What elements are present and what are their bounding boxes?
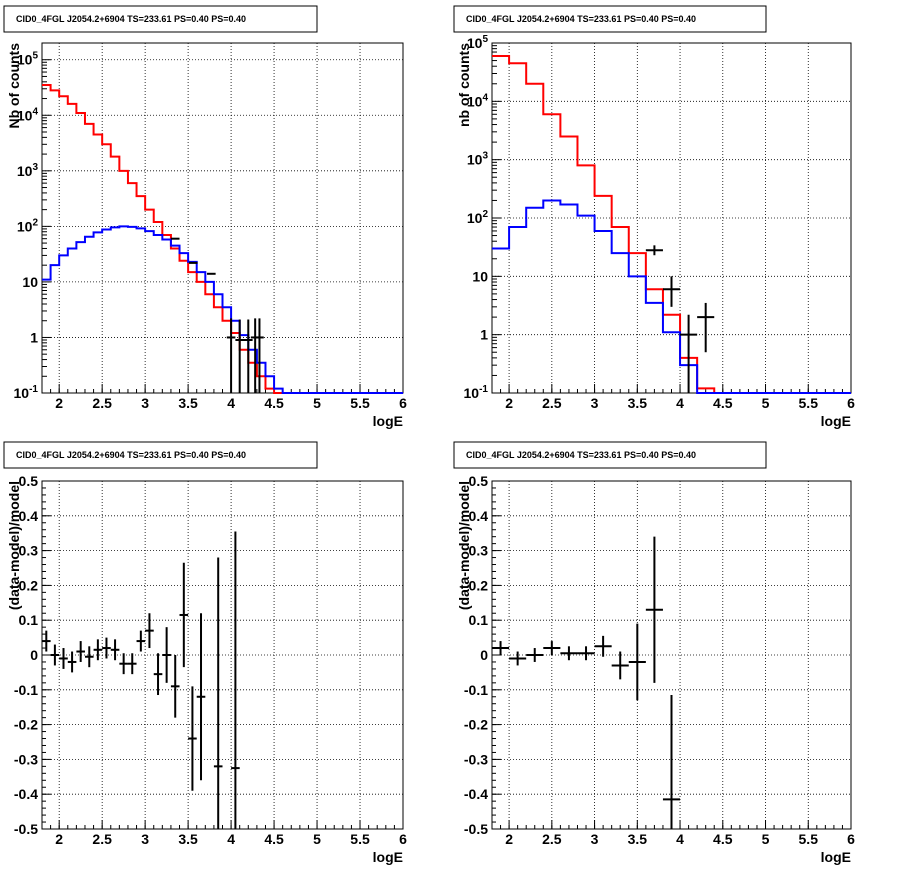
counts-panel-left: CID0_4FGL J2054.2+6904 TS=233.61 PS=0.40… <box>3 5 407 429</box>
x-tick-label: 2 <box>55 831 63 847</box>
x-tick-label: 2.5 <box>92 395 112 411</box>
y-tick-label: -0.2 <box>464 717 488 733</box>
title-box <box>453 441 767 469</box>
x-tick-label: 6 <box>847 395 855 411</box>
x-tick-label: 4 <box>676 831 684 847</box>
y-tick-label: -0.2 <box>14 717 38 733</box>
y-tick-label: 0.3 <box>19 543 39 559</box>
y-tick-label: -0.3 <box>464 751 488 767</box>
plot-frame <box>41 42 404 394</box>
y-tick-label: 0.4 <box>469 508 489 524</box>
total-model-histogram <box>42 84 403 394</box>
y-tick-label: -0.5 <box>14 821 38 837</box>
y-tick-label: -0.1 <box>464 682 488 698</box>
x-tick-label: 4 <box>227 831 235 847</box>
title-box <box>3 5 318 33</box>
chart-title: CID0_4FGL J2054.2+6904 TS=233.61 PS=0.40… <box>466 14 696 24</box>
y-axis-label: Nb of counts <box>6 43 22 129</box>
x-tick-label: 3.5 <box>628 395 648 411</box>
x-tick-label: 3 <box>591 395 599 411</box>
y-tick-label: 0 <box>30 647 38 663</box>
y-tick-label: 1 <box>480 327 488 343</box>
x-tick-label: 5 <box>313 831 321 847</box>
y-tick-label: 104 <box>467 92 489 109</box>
chart-title: CID0_4FGL J2054.2+6904 TS=233.61 PS=0.40… <box>16 14 246 24</box>
residual-panel-left: CID0_4FGL J2054.2+6904 TS=233.61 PS=0.40… <box>3 441 407 865</box>
x-tick-label: 2 <box>55 395 63 411</box>
y-tick-label: 10 <box>22 274 38 290</box>
title-box <box>453 5 767 33</box>
y-tick-label: 0 <box>480 647 488 663</box>
x-tick-label: 4 <box>227 395 235 411</box>
residual-panel-right: CID0_4FGL J2054.2+6904 TS=233.61 PS=0.40… <box>453 441 855 865</box>
chart-title: CID0_4FGL J2054.2+6904 TS=233.61 PS=0.40… <box>16 450 246 460</box>
x-tick-label: 3.5 <box>178 395 198 411</box>
x-tick-label: 2.5 <box>542 831 562 847</box>
x-tick-label: 3 <box>141 395 149 411</box>
x-tick-label: 5.5 <box>350 395 370 411</box>
y-tick-label: 10-1 <box>14 384 39 401</box>
y-axis-label: (data-model)/model <box>456 481 472 610</box>
total-model-histogram <box>492 54 851 394</box>
x-axis-label: logE <box>821 413 851 429</box>
y-tick-label: 104 <box>17 106 39 123</box>
x-tick-label: 4.5 <box>264 395 284 411</box>
x-tick-label: 3 <box>591 831 599 847</box>
y-tick-label: -0.4 <box>14 786 38 802</box>
x-tick-label: 6 <box>847 831 855 847</box>
source-model-histogram <box>42 225 403 394</box>
y-tick-label: 0.2 <box>469 577 489 593</box>
x-tick-label: 3 <box>141 831 149 847</box>
y-tick-label: 103 <box>467 151 489 168</box>
x-tick-label: 2 <box>505 395 513 411</box>
y-tick-label: 0.5 <box>469 473 489 489</box>
y-tick-label: 102 <box>467 209 489 226</box>
plot-frame <box>491 42 852 394</box>
x-tick-label: 4 <box>676 395 684 411</box>
x-tick-label: 3.5 <box>628 831 648 847</box>
source-model-histogram <box>492 199 851 394</box>
x-tick-label: 5.5 <box>350 831 370 847</box>
x-tick-label: 4.5 <box>264 831 284 847</box>
y-tick-label: 0.1 <box>19 612 39 628</box>
y-tick-label: 0.3 <box>469 543 489 559</box>
y-tick-label: 105 <box>17 51 39 68</box>
x-axis-label: logE <box>373 413 403 429</box>
x-tick-label: 2 <box>505 831 513 847</box>
chart-title: CID0_4FGL J2054.2+6904 TS=233.61 PS=0.40… <box>466 450 696 460</box>
x-tick-label: 6 <box>399 395 407 411</box>
y-tick-label: 0.2 <box>19 577 39 593</box>
y-tick-label: 103 <box>17 162 39 179</box>
y-tick-label: 10-1 <box>464 384 489 401</box>
y-tick-label: 0.4 <box>19 508 39 524</box>
y-tick-label: -0.5 <box>464 821 488 837</box>
x-tick-label: 2.5 <box>542 395 562 411</box>
y-tick-label: 0.1 <box>469 612 489 628</box>
title-box <box>3 441 318 469</box>
x-axis-label: logE <box>821 849 851 865</box>
y-tick-label: -0.4 <box>464 786 488 802</box>
y-tick-label: 0.5 <box>19 473 39 489</box>
x-tick-label: 5 <box>762 831 770 847</box>
y-tick-label: -0.3 <box>14 751 38 767</box>
y-tick-label: 1 <box>30 329 38 345</box>
x-tick-label: 5 <box>313 395 321 411</box>
x-tick-label: 5.5 <box>799 831 819 847</box>
x-tick-label: 6 <box>399 831 407 847</box>
y-tick-label: 10 <box>472 268 488 284</box>
x-tick-label: 4.5 <box>713 395 733 411</box>
y-axis-label: (data-model)/model <box>6 481 22 610</box>
y-axis-label: nb of counts <box>456 43 472 127</box>
x-tick-label: 5.5 <box>799 395 819 411</box>
y-tick-label: 102 <box>17 217 39 234</box>
x-axis-label: logE <box>373 849 403 865</box>
counts-panel-right: CID0_4FGL J2054.2+6904 TS=233.61 PS=0.40… <box>453 5 855 429</box>
x-tick-label: 3.5 <box>178 831 198 847</box>
x-tick-label: 5 <box>762 395 770 411</box>
y-tick-label: -0.1 <box>14 682 38 698</box>
x-tick-label: 4.5 <box>713 831 733 847</box>
y-tick-label: 105 <box>467 34 489 51</box>
x-tick-label: 2.5 <box>92 831 112 847</box>
